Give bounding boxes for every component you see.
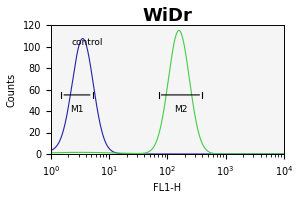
X-axis label: FL1-H: FL1-H bbox=[153, 183, 181, 193]
Text: M1: M1 bbox=[70, 105, 84, 114]
Y-axis label: Counts: Counts bbox=[7, 72, 17, 107]
Text: M2: M2 bbox=[174, 105, 187, 114]
Title: WiDr: WiDr bbox=[142, 7, 192, 25]
Text: control: control bbox=[71, 38, 103, 47]
